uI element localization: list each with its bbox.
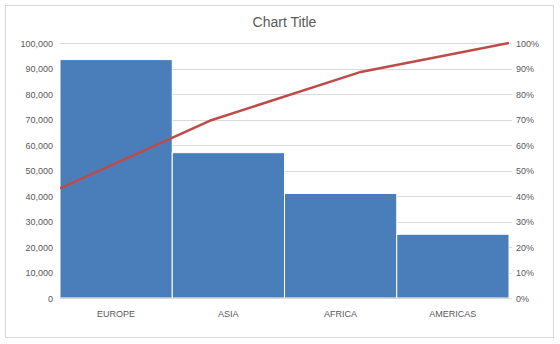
chart-title: Chart Title: [253, 14, 317, 30]
y2-tick: [509, 94, 512, 95]
x-tick-label: AMERICAS: [429, 309, 476, 319]
y2-tick-label: 70%: [516, 115, 534, 125]
y-tick-label: 40,000: [25, 192, 53, 202]
plot-area: [60, 43, 509, 298]
y2-tick: [509, 273, 512, 274]
y2-tick-label: 50%: [516, 166, 534, 176]
y-tick-label: 20,000: [25, 243, 53, 253]
y-tick-label: 10,000: [25, 268, 53, 278]
y2-tick-label: 20%: [516, 243, 534, 253]
y2-tick: [509, 43, 512, 44]
bar: [60, 60, 172, 298]
x-tick-label: EUROPE: [97, 309, 135, 319]
y2-tick-label: 60%: [516, 141, 534, 151]
y2-tick: [509, 69, 512, 70]
y-tick-label: 80,000: [25, 90, 53, 100]
chart-border: [6, 6, 554, 338]
bar: [172, 153, 284, 298]
y2-tick: [509, 222, 512, 223]
y2-tick-label: 100%: [516, 39, 539, 49]
x-axis: [60, 298, 509, 299]
y2-tick: [509, 247, 512, 248]
y2-tick-label: 10%: [516, 268, 534, 278]
x-tick-label: ASIA: [218, 309, 239, 319]
bar: [285, 193, 397, 298]
y2-tick-label: 80%: [516, 90, 534, 100]
y-tick-label: 30,000: [25, 217, 53, 227]
grid-line: [60, 43, 509, 44]
y-tick-label: 60,000: [25, 141, 53, 151]
bar: [397, 234, 509, 298]
y2-tick: [509, 196, 512, 197]
background: [0, 0, 560, 344]
y2-tick: [509, 171, 512, 172]
y2-tick: [509, 298, 512, 299]
y-tick-label: 70,000: [25, 115, 53, 125]
y2-tick-label: 30%: [516, 217, 534, 227]
y-tick-label: 0: [48, 294, 53, 304]
y-tick-label: 100,000: [20, 39, 53, 49]
x-tick-label: AFRICA: [324, 309, 357, 319]
y2-tick-label: 90%: [516, 64, 534, 74]
chart: Chart Title 0 10,000 20,000 30,000 40,000 50,0…: [0, 0, 560, 344]
y-tick-label: 90,000: [25, 64, 53, 74]
y2-tick-label: 0%: [516, 294, 529, 304]
cumulative-line: [60, 43, 509, 188]
y2-tick-label: 40%: [516, 192, 534, 202]
y2-tick: [509, 145, 512, 146]
y-tick-label: 50,000: [25, 166, 53, 176]
grid-line: [60, 298, 509, 299]
y2-tick: [509, 120, 512, 121]
